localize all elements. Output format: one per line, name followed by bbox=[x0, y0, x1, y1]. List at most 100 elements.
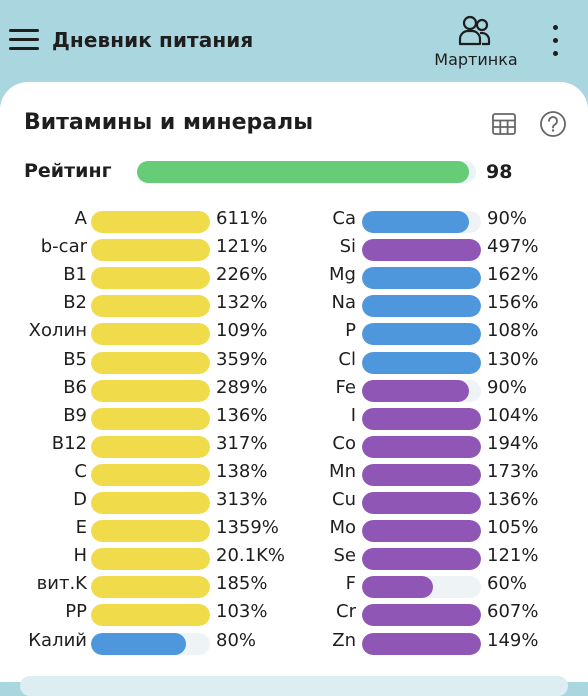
nutrient-bar-fill bbox=[362, 604, 481, 627]
nutrient-name: Холин bbox=[28, 320, 87, 342]
nutrient-bar bbox=[362, 379, 481, 402]
nutrient-row[interactable]: Se 121% bbox=[0, 543, 588, 571]
nutrient-bar bbox=[362, 211, 481, 233]
nutrient-bar bbox=[362, 435, 481, 458]
nutrient-row[interactable]: C 138% bbox=[0, 459, 588, 487]
nutrient-row[interactable]: вит.K 185% bbox=[0, 571, 588, 599]
nutrient-bar bbox=[362, 463, 481, 486]
vitamins-card: Витамины и минералы Рейтинг 98 A 611% b-ca… bbox=[0, 82, 588, 682]
nutrient-row[interactable]: B9 136% bbox=[0, 403, 588, 431]
nutrient-bar bbox=[91, 407, 210, 430]
nutrient-name: Fe bbox=[335, 376, 356, 398]
nutrient-row[interactable]: Co 194% bbox=[0, 431, 588, 459]
nutrient-row[interactable]: Mo 105% bbox=[0, 515, 588, 543]
nutrient-row[interactable]: Zn 149% bbox=[0, 628, 588, 656]
nutrient-row[interactable]: I 104% bbox=[0, 403, 588, 431]
rating-bar bbox=[137, 161, 476, 183]
nutrient-name: B12 bbox=[51, 432, 87, 454]
nutrient-bar-fill bbox=[91, 379, 210, 402]
user-profile-button[interactable]: Мартинка bbox=[428, 12, 524, 72]
nutrient-name: b-car bbox=[40, 236, 87, 258]
nutrient-row[interactable]: Mg 162% bbox=[0, 262, 588, 290]
nutrient-bar bbox=[91, 463, 210, 486]
nutrient-percent: 104% bbox=[487, 404, 539, 426]
nutrient-bar-fill bbox=[91, 548, 210, 571]
table-icon[interactable] bbox=[490, 110, 518, 138]
nutrient-name: Si bbox=[339, 236, 356, 258]
nutrient-bar bbox=[362, 323, 481, 346]
nutrient-bar bbox=[91, 379, 210, 402]
nutrient-row[interactable]: Калий 80% bbox=[0, 628, 588, 656]
nutrient-row[interactable]: Si 497% bbox=[0, 234, 588, 262]
nutrient-percent: 130% bbox=[487, 348, 539, 370]
nutrient-row[interactable]: P 108% bbox=[0, 318, 588, 346]
nutrient-bar-fill bbox=[362, 379, 470, 402]
nutrient-bar-fill bbox=[91, 463, 210, 486]
nutrient-row[interactable]: F 60% bbox=[0, 571, 588, 599]
nutrient-row[interactable]: Ca 90% bbox=[0, 206, 588, 234]
nutrient-row[interactable]: B1 226% bbox=[0, 262, 588, 290]
nutrient-row[interactable]: Na 156% bbox=[0, 290, 588, 318]
nutrient-row[interactable]: b-car 121% bbox=[0, 234, 588, 262]
nutrient-bar bbox=[91, 548, 210, 571]
nutrient-name: I bbox=[350, 404, 356, 426]
nutrient-row[interactable]: PP 103% bbox=[0, 599, 588, 627]
nutrient-row[interactable]: Fe 90% bbox=[0, 375, 588, 403]
nutrient-name: Mn bbox=[329, 460, 356, 482]
rating-value: 98 bbox=[486, 161, 513, 183]
nutrient-bar-fill bbox=[91, 407, 210, 430]
nutrient-name: Co bbox=[332, 432, 356, 454]
nutrient-bar-fill bbox=[362, 520, 481, 543]
nutrient-name: C bbox=[74, 460, 87, 482]
nutrient-bar-fill bbox=[91, 435, 210, 458]
nutrient-bar-fill bbox=[91, 239, 210, 262]
nutrient-bar-fill bbox=[362, 492, 481, 514]
nutrient-row[interactable]: B5 359% bbox=[0, 347, 588, 375]
nutrient-bar-fill bbox=[362, 351, 481, 374]
nutrient-name: Cr bbox=[336, 601, 356, 623]
nutrient-bar-fill bbox=[91, 351, 210, 374]
nutrient-bar bbox=[91, 295, 210, 318]
nutrient-row[interactable]: E 1359% bbox=[0, 515, 588, 543]
nutrient-percent: 103% bbox=[216, 601, 268, 623]
nutrient-bar-fill bbox=[362, 407, 481, 430]
kebab-icon[interactable] bbox=[546, 23, 566, 59]
nutrient-bar-fill bbox=[91, 604, 210, 627]
nutrient-bar bbox=[91, 632, 210, 655]
nutrient-row[interactable]: H 20.1K% bbox=[0, 543, 588, 571]
nutrient-bar-fill bbox=[362, 632, 481, 655]
nutrient-percent: 109% bbox=[216, 320, 268, 342]
nutrient-bar-fill bbox=[91, 576, 210, 599]
nutrient-bar-fill bbox=[362, 463, 481, 486]
nutrient-percent: 611% bbox=[216, 208, 268, 229]
nutrient-bar-fill bbox=[91, 520, 210, 543]
hamburger-icon[interactable] bbox=[9, 29, 39, 51]
nutrient-row[interactable]: Cl 130% bbox=[0, 347, 588, 375]
nutrient-bar-fill bbox=[362, 548, 481, 571]
nutrient-name: Mo bbox=[329, 517, 356, 539]
user-name: Мартинка bbox=[434, 50, 518, 69]
help-icon[interactable] bbox=[538, 109, 568, 139]
nutrient-bar bbox=[362, 492, 481, 514]
nutrient-bar bbox=[362, 548, 481, 571]
nutrient-row[interactable]: Холин 109% bbox=[0, 318, 588, 346]
nutrient-bar-fill bbox=[91, 211, 210, 233]
users-icon bbox=[458, 15, 491, 46]
nutrient-percent: 226% bbox=[216, 264, 268, 286]
nutrient-percent: 60% bbox=[487, 573, 528, 595]
app-header: Дневник питания Мартинка bbox=[0, 0, 588, 82]
nutrient-bar bbox=[362, 576, 481, 599]
nutrient-row[interactable]: B2 132% bbox=[0, 290, 588, 318]
nutrient-row[interactable]: Cr 607% bbox=[0, 599, 588, 627]
nutrient-bar bbox=[91, 435, 210, 458]
nutrient-row[interactable]: B6 289% bbox=[0, 375, 588, 403]
nutrient-bar bbox=[91, 351, 210, 374]
nutrient-row[interactable]: Mn 173% bbox=[0, 459, 588, 487]
nutrient-row[interactable]: B12 317% bbox=[0, 431, 588, 459]
nutrient-row[interactable]: A 611% bbox=[0, 206, 588, 234]
nutrient-bar-fill bbox=[91, 295, 210, 318]
nutrient-row[interactable]: D 313% bbox=[0, 487, 588, 515]
nutrient-name: Cu bbox=[332, 489, 356, 510]
nutrient-row[interactable]: Cu 136% bbox=[0, 487, 588, 515]
next-card-peek bbox=[20, 676, 568, 696]
